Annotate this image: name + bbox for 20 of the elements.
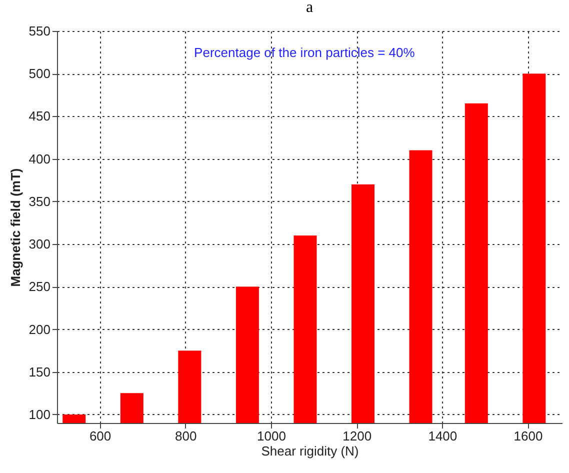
y-tick-label: 400 [28,151,50,166]
x-tick-label: 800 [175,428,197,444]
y-tick-label: 450 [28,108,50,124]
y-tick-label: 300 [28,236,50,252]
x-axis-title: Shear rigidity (N) [261,444,359,458]
y-tick-label: 500 [28,66,50,82]
x-tick-label: 1600 [514,428,543,444]
y-tick-label: 250 [28,279,50,294]
y-tick-label: 150 [28,364,50,380]
x-tick-label: 1400 [428,428,458,444]
y-tick-label: 350 [28,194,50,209]
x-tick-label: 1200 [342,428,372,444]
annotation: Percentage of the iron particles = 40% [194,45,416,60]
y-tick-label: 200 [28,322,50,337]
x-tick-label: 1000 [257,428,286,444]
chart-title: a [306,0,314,16]
y-tick-label: 550 [28,24,50,38]
y-axis-title: Magnetic field (mT) [8,168,23,287]
y-tick-label: 100 [28,406,50,422]
x-tick-label: 600 [89,428,112,444]
